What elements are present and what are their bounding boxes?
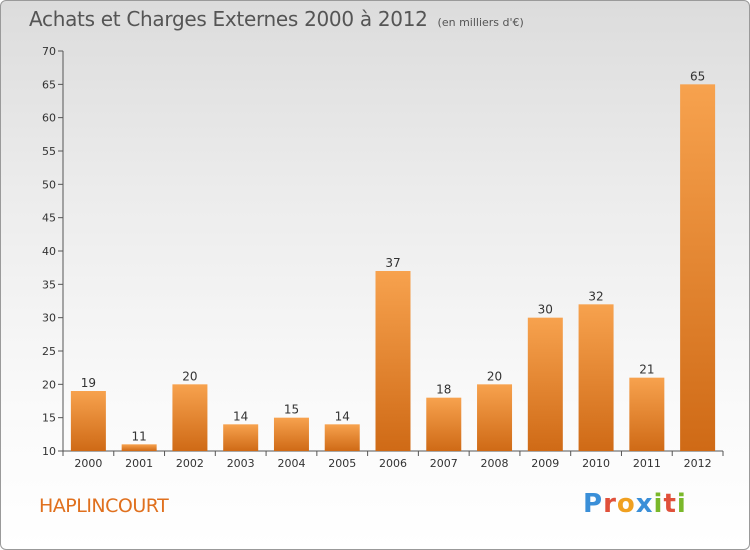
bar	[680, 84, 716, 451]
x-tick-label: 2011	[633, 457, 661, 470]
logo-letter: t	[663, 489, 677, 519]
commune-name: HAPLINCOURT	[39, 495, 169, 517]
y-tick-label: 45	[42, 212, 56, 225]
bar-value-label: 65	[690, 69, 705, 83]
chart-bars	[70, 84, 716, 451]
logo-letter: r	[603, 489, 617, 519]
bar	[172, 384, 208, 451]
y-tick-label: 70	[42, 45, 56, 58]
x-tick-label: 2004	[277, 457, 305, 470]
bar	[121, 444, 157, 451]
chart-axes: 10 15 20 25 30 35 40 45 50 55 60 65 70	[42, 45, 724, 458]
x-tick-label: 2006	[379, 457, 407, 470]
chart-unit: (en milliers d'€)	[437, 16, 524, 29]
bar-value-label: 15	[284, 403, 299, 417]
x-tick-label: 2003	[227, 457, 255, 470]
x-tick-label: 2008	[481, 457, 509, 470]
bar-value-label: 18	[436, 383, 451, 397]
logo-letter: i	[653, 489, 664, 519]
bar-value-label: 14	[335, 409, 350, 423]
bar	[527, 317, 563, 451]
bar	[223, 424, 259, 451]
x-tick-label: 2001	[125, 457, 153, 470]
logo-letter: i	[676, 489, 687, 519]
x-tick-label: 2009	[531, 457, 559, 470]
bar	[70, 391, 106, 451]
bar	[273, 417, 309, 451]
y-tick-label: 40	[42, 245, 56, 258]
bar-value-label: 14	[233, 409, 248, 423]
x-tick-label: 2012	[684, 457, 712, 470]
y-tick-label: 30	[42, 312, 56, 325]
y-tick-label: 60	[42, 112, 56, 125]
bar	[375, 271, 411, 451]
y-tick-label: 25	[42, 345, 56, 358]
bar-value-label: 19	[81, 376, 96, 390]
bar-value-label: 20	[182, 369, 197, 383]
chart-title-text: Achats et Charges Externes 2000 à 2012	[29, 7, 428, 31]
y-tick-label: 50	[42, 178, 56, 191]
bar	[426, 397, 462, 451]
bar-value-label: 20	[487, 369, 502, 383]
chart-title: Achats et Charges Externes 2000 à 2012 (e…	[29, 7, 524, 31]
y-tick-label: 15	[42, 412, 56, 425]
bar-value-label: 21	[639, 363, 654, 377]
y-tick-label: 20	[42, 378, 56, 391]
y-tick-label: 10	[42, 445, 56, 458]
bar	[477, 384, 513, 451]
bar-value-label: 32	[588, 289, 603, 303]
x-tick-label: 2002	[176, 457, 204, 470]
logo-letter: P	[583, 489, 604, 519]
x-tick-label: 2000	[74, 457, 102, 470]
logo-letter: o	[616, 489, 636, 519]
y-tick-label: 55	[42, 145, 56, 158]
chart-labels: 19 2000 11 2001 20 2002 14 2003 15 2004 14 2005 37 20…	[74, 69, 711, 470]
bar	[629, 377, 665, 451]
x-tick-label: 2005	[328, 457, 356, 470]
proxiti-logo[interactable]: Proxiti	[583, 489, 687, 519]
logo-letter: x	[635, 489, 654, 519]
x-tick-label: 2010	[582, 457, 610, 470]
x-tick-label: 2007	[430, 457, 458, 470]
bar	[324, 424, 360, 451]
bar-value-label: 37	[385, 256, 400, 270]
bar-value-label: 30	[538, 303, 553, 317]
bar-value-label: 11	[132, 429, 147, 443]
bar	[578, 304, 614, 451]
y-tick-label: 65	[42, 78, 56, 91]
y-tick-label: 35	[42, 278, 56, 291]
